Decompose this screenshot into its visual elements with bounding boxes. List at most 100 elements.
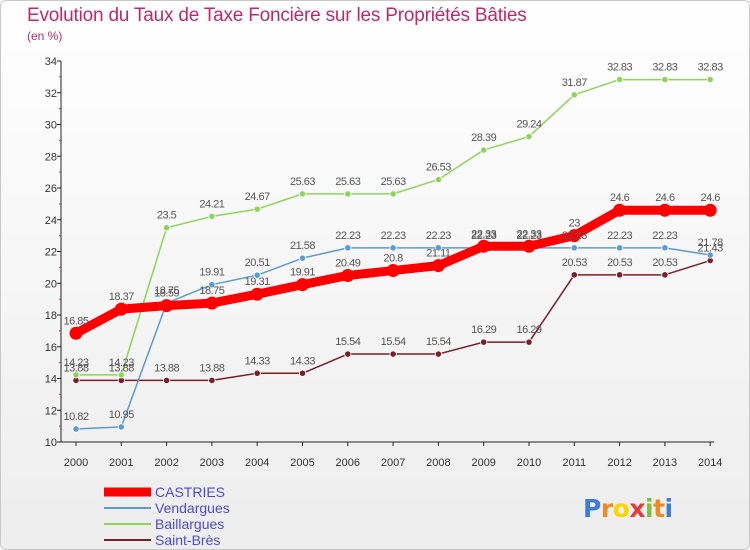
data-label: 21.43 [698, 243, 723, 255]
data-label: 22.23 [516, 230, 541, 242]
data-point [661, 75, 669, 84]
data-label: 20.53 [607, 257, 632, 269]
data-label: 10.95 [109, 409, 134, 421]
data-label: 22.23 [607, 230, 632, 242]
series-line [75, 78, 711, 376]
data-point [613, 203, 627, 217]
data-label: 14.33 [290, 355, 315, 367]
series-baillargues [72, 75, 714, 379]
y-tick-label: 24 [45, 215, 57, 227]
data-point [205, 296, 219, 310]
data-point [434, 244, 442, 252]
data-label: 22.23 [652, 230, 677, 242]
data-point [706, 251, 714, 259]
data-point [208, 212, 216, 221]
data-label: 28.39 [471, 132, 496, 144]
x-tick-label: 2004 [245, 457, 269, 469]
x-tick-label: 2002 [154, 457, 178, 469]
data-label: 22.23 [562, 230, 587, 242]
y-tick-label: 16 [45, 342, 57, 354]
data-label: 16.85 [63, 315, 88, 327]
data-point [250, 287, 264, 301]
unit-label: (en %) [27, 29, 63, 43]
data-point [163, 376, 171, 385]
series-castries [69, 203, 717, 340]
y-tick-label: 10 [45, 437, 57, 449]
data-label: 13.88 [199, 362, 224, 374]
data-label: 16.29 [516, 324, 541, 336]
x-tick-label: 2011 [562, 457, 586, 469]
data-label: 14.33 [245, 355, 270, 367]
data-point [658, 203, 672, 217]
data-label: 23 [569, 218, 581, 230]
y-tick-label: 12 [45, 405, 57, 417]
x-tick-label: 2008 [426, 457, 450, 469]
y-tick-label: 22 [45, 247, 57, 259]
data-label: 15.54 [335, 336, 360, 348]
data-point [570, 244, 578, 252]
y-tick-label: 26 [45, 183, 57, 195]
x-tick-label: 2000 [64, 457, 88, 469]
x-tick-label: 2013 [653, 457, 677, 469]
data-point [72, 425, 80, 433]
data-point [570, 91, 578, 99]
data-label: 22.23 [381, 230, 406, 242]
data-label: 26.53 [426, 162, 451, 174]
data-label: 13.88 [154, 362, 179, 374]
data-point [615, 75, 624, 84]
x-tick-label: 2003 [200, 457, 224, 469]
legend-label: Vendargues [155, 500, 230, 516]
data-point [208, 281, 216, 289]
data-label: 24.6 [700, 192, 720, 204]
data-label: 20.53 [652, 257, 677, 269]
legend-label: Baillargues [155, 516, 224, 532]
data-label: 23.5 [157, 210, 177, 222]
data-point [298, 369, 307, 377]
data-label: 20.53 [562, 257, 587, 269]
data-label: 13.88 [109, 362, 134, 374]
data-label: 29.24 [516, 119, 541, 131]
data-point [703, 203, 717, 217]
data-label: 24.67 [245, 191, 270, 203]
data-label: 15.54 [381, 336, 406, 348]
data-label: 32.83 [652, 62, 677, 74]
data-point [434, 350, 442, 358]
data-label: 22.23 [335, 230, 360, 242]
data-label: 22.23 [426, 230, 451, 242]
data-point [386, 264, 400, 278]
data-label: 13.88 [63, 362, 88, 374]
data-label: 14.23 [63, 357, 88, 369]
data-label: 22.33 [516, 228, 541, 240]
data-point [117, 371, 125, 379]
data-point [344, 244, 352, 252]
y-tick-label: 28 [45, 151, 57, 163]
data-label: 21.58 [290, 240, 315, 252]
data-point [389, 244, 397, 252]
data-point [389, 190, 397, 198]
data-point [298, 190, 307, 198]
data-point [389, 350, 397, 358]
data-label: 20.49 [335, 257, 360, 269]
data-label: 32.83 [607, 62, 632, 74]
data-point [661, 244, 669, 252]
data-point [253, 369, 261, 377]
data-point [296, 278, 309, 292]
x-tick-label: 2007 [381, 457, 405, 469]
logo-text: Proxiti [583, 494, 673, 523]
data-label: 10.82 [63, 411, 88, 423]
data-label: 18.37 [109, 291, 134, 303]
y-tick-label: 20 [45, 278, 57, 290]
y-tick-label: 14 [45, 374, 57, 386]
data-point [661, 271, 669, 279]
data-label: 22.23 [471, 230, 496, 242]
data-point [480, 338, 488, 346]
y-tick-label: 18 [45, 310, 57, 322]
y-tick-label: 34 [45, 56, 57, 68]
data-point [480, 146, 488, 154]
data-label: 20.8 [383, 253, 403, 265]
data-point [522, 239, 536, 253]
data-label: 24.6 [610, 192, 630, 204]
x-tick-label: 2014 [698, 457, 722, 469]
series-vendargues [72, 244, 714, 433]
